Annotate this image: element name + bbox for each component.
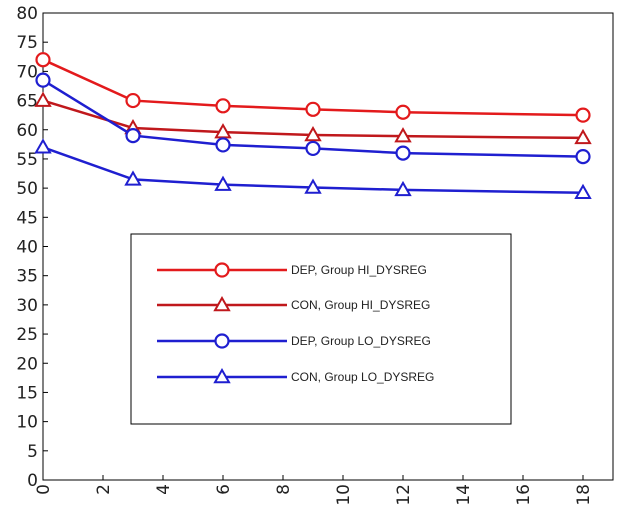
legend-label: CON, Group HI_DYSREG (291, 298, 430, 312)
y-tick-label: 30 (16, 296, 38, 316)
y-tick-label: 70 (16, 62, 38, 82)
series-1 (35, 52, 591, 123)
legend-item: CON, Group LO_DYSREG (157, 367, 434, 384)
data-point (304, 178, 322, 194)
data-point (215, 98, 231, 114)
data-point (575, 149, 591, 165)
y-tick-label: 40 (16, 238, 38, 258)
series-layer (34, 52, 592, 200)
data-point (574, 183, 592, 200)
legend-box (130, 233, 512, 425)
legend-marker (213, 295, 231, 312)
data-point (305, 140, 321, 157)
x-tick-label: 14 (454, 484, 474, 506)
x-tick-label: 0 (34, 484, 54, 495)
data-point (34, 138, 52, 154)
legend-label: DEP, Group LO_DYSREG (291, 334, 431, 348)
y-tick-label: 80 (16, 4, 38, 24)
x-axis-tick-labels: 0 2 4 6 8 10 12 14 16 18 (34, 484, 594, 506)
legend-label: CON, Group LO_DYSREG (291, 370, 434, 384)
series-line (42, 99, 584, 140)
data-point (124, 170, 142, 186)
data-point (35, 72, 51, 88)
y-tick-label: 45 (16, 208, 38, 228)
x-tick-label: 10 (334, 484, 354, 506)
series-3 (35, 72, 591, 165)
y-tick-label: 10 (16, 413, 38, 433)
legend: DEP, Group HI_DYSREG CON, Group HI_DYSREG… (130, 233, 512, 425)
data-point (575, 107, 591, 123)
data-point (214, 175, 232, 191)
x-tick-label: 4 (154, 484, 174, 495)
legend-item: DEP, Group HI_DYSREG (157, 262, 427, 278)
y-tick-label: 25 (16, 325, 38, 345)
data-point (125, 92, 141, 109)
data-point (395, 104, 411, 120)
legend-label: DEP, Group HI_DYSREG (291, 263, 427, 277)
y-axis-tick-labels: 0 5 10 15 20 25 30 35 40 45 50 55 60 65 70 75 80 (16, 4, 38, 491)
y-tick-label: 20 (16, 354, 38, 374)
legend-item: CON, Group HI_DYSREG (157, 295, 430, 312)
data-point (34, 91, 52, 107)
series-line (42, 79, 584, 158)
y-tick-label: 35 (16, 267, 38, 287)
data-point (305, 101, 321, 117)
data-point (304, 125, 322, 142)
data-point (395, 145, 411, 161)
legend-marker (214, 262, 230, 278)
x-tick-label: 8 (274, 484, 294, 495)
y-tick-label: 0 (27, 471, 38, 491)
data-point (125, 127, 141, 144)
series-line (42, 58, 584, 117)
y-tick-label: 55 (16, 150, 38, 170)
legend-marker (213, 367, 231, 384)
legend-item: DEP, Group LO_DYSREG (157, 333, 431, 349)
y-tick-label: 50 (16, 179, 38, 199)
x-tick-label: 12 (394, 484, 414, 506)
data-point (394, 180, 412, 197)
series-line (42, 146, 584, 195)
x-tick-label: 18 (574, 484, 594, 506)
y-tick-label: 60 (16, 121, 38, 141)
y-tick-label: 15 (16, 383, 38, 403)
data-point (394, 127, 412, 143)
axis-tick-marks (42, 12, 584, 481)
data-point (215, 137, 231, 153)
legend-marker (214, 333, 230, 349)
x-tick-label: 6 (214, 484, 234, 495)
series-4 (34, 138, 592, 200)
y-tick-label: 75 (16, 33, 38, 53)
data-point (574, 128, 592, 145)
data-point (35, 52, 51, 68)
x-tick-label: 16 (514, 484, 534, 506)
y-tick-label: 5 (27, 442, 38, 462)
y-tick-label: 65 (16, 92, 38, 112)
x-tick-label: 2 (94, 484, 114, 495)
